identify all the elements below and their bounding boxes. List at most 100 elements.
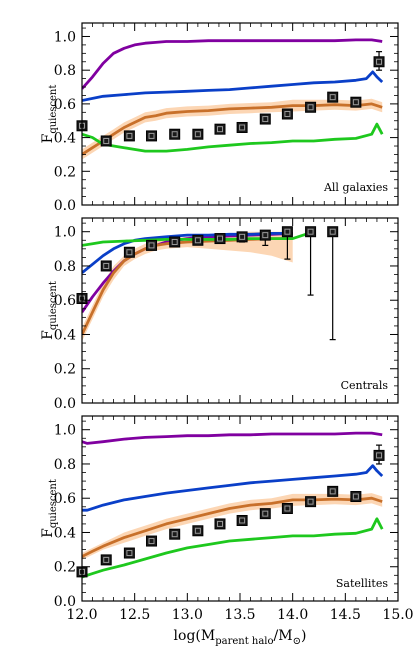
- panel-label: All galaxies: [323, 181, 388, 194]
- y-tick-label: 0.2: [54, 560, 76, 576]
- data-point-marker: [146, 130, 158, 142]
- panels: 0.0 0.2 0.4 0.6 0.8 1.0 Fquiescent All galaxies…: [40, 22, 399, 610]
- y-tick-label: 1.0: [54, 29, 76, 45]
- plot-area: [82, 230, 315, 342]
- data-point-inner: [171, 238, 178, 245]
- data-point-inner: [284, 228, 291, 235]
- panel-satellites: 0.0 0.2 0.4 0.6 0.8 1.0 Fquiescent Satellites: [40, 415, 399, 610]
- data-point-inner: [262, 510, 269, 517]
- y-tick-label: 0.8: [54, 63, 76, 79]
- data-point-inner: [262, 232, 269, 239]
- data-point-marker: [350, 491, 362, 503]
- data-point-marker: [327, 485, 339, 497]
- panel-frame: [81, 22, 399, 206]
- y-tick-label: 0.4: [54, 327, 76, 343]
- data-point-marker: [327, 226, 339, 238]
- panel-label: Satellites: [336, 577, 389, 590]
- x-tick-label: 13.0: [172, 607, 203, 623]
- panel-label: Centrals: [341, 379, 389, 392]
- data-point-marker: [169, 128, 181, 140]
- data-point-marker: [100, 260, 112, 272]
- data-point-inner: [329, 488, 336, 495]
- y-tick-label: 0.8: [54, 457, 76, 473]
- y-tick-label: 0.2: [54, 362, 76, 378]
- plot-area: [82, 38, 384, 160]
- data-point-marker: [281, 503, 293, 514]
- y-tick-label: 1.0: [54, 423, 76, 439]
- data-point-inner: [148, 538, 155, 545]
- y-tick-label: 0.8: [54, 259, 76, 275]
- data-points: [76, 226, 339, 341]
- y-tick-label: 0.2: [54, 164, 76, 180]
- data-point-marker: [192, 234, 204, 246]
- y-axis-title: Fquiescent: [40, 281, 59, 340]
- y-tick-label: 0.6: [54, 491, 76, 507]
- data-point-inner: [329, 228, 336, 235]
- y-tick-label: 0.0: [54, 396, 76, 412]
- y-tick-label: 0.0: [54, 594, 76, 610]
- y-tick-label: 0.4: [54, 525, 76, 541]
- x-axis: 12.0 12.5 13.0 13.5 14.0 14.5 15.0: [66, 607, 413, 623]
- data-point-marker: [305, 496, 317, 508]
- data-point-marker: [123, 246, 135, 258]
- data-point-inner: [216, 235, 223, 242]
- data-point-inner: [126, 249, 133, 256]
- y-axis: 0.0 0.2 0.4 0.6 0.8 1.0: [54, 222, 398, 412]
- data-point-marker: [350, 96, 362, 108]
- data-point-inner: [194, 131, 201, 138]
- x-tick-label: 13.5: [224, 607, 255, 623]
- series-line-green: [82, 122, 384, 153]
- data-point-marker: [214, 233, 226, 245]
- data-point-marker: [123, 547, 135, 559]
- data-point-inner: [239, 517, 246, 524]
- series-line-orange: [82, 496, 383, 558]
- series-line-purple: [82, 38, 383, 90]
- y-tick-label: 0.6: [54, 97, 76, 113]
- data-point-inner: [194, 237, 201, 244]
- series-band-orange: [82, 231, 293, 342]
- y-axis: 0.0 0.2 0.4 0.6 0.8 1.0: [54, 27, 398, 214]
- x-ticks: [81, 218, 399, 403]
- panel-all-galaxies: 0.0 0.2 0.4 0.6 0.8 1.0 Fquiescent All galaxies: [40, 22, 399, 214]
- y-axis-title: Fquiescent: [40, 479, 59, 538]
- data-point-marker: [214, 518, 226, 530]
- data-point-marker: [327, 91, 339, 103]
- data-point-inner: [239, 233, 246, 240]
- data-point-inner: [103, 262, 110, 269]
- data-point-inner: [307, 104, 314, 111]
- data-point-marker: [305, 226, 317, 238]
- x-tick-label: 15.0: [382, 607, 413, 623]
- data-point-inner: [376, 58, 383, 65]
- data-point-inner: [329, 94, 336, 101]
- data-point-marker: [236, 514, 248, 526]
- y-tick-label: 1.0: [54, 225, 76, 241]
- data-point-inner: [103, 556, 110, 563]
- data-point-marker: [259, 508, 271, 520]
- y-tick-label: 0.4: [54, 131, 76, 147]
- data-point-inner: [194, 527, 201, 534]
- data-point-inner: [103, 137, 110, 144]
- data-point-inner: [352, 493, 359, 500]
- x-tick-label: 14.0: [277, 607, 308, 623]
- data-point-inner: [216, 126, 223, 133]
- x-tick-label: 12.0: [66, 607, 97, 623]
- x-ticks: [81, 23, 399, 205]
- data-point-inner: [376, 452, 383, 459]
- data-point-inner: [352, 99, 359, 106]
- data-point-marker: [100, 554, 112, 566]
- data-point-marker: [259, 229, 271, 241]
- data-point-marker: [373, 56, 385, 68]
- data-point-inner: [284, 505, 291, 512]
- data-point-marker: [169, 236, 181, 248]
- x-axis-title: log(Mparent halo/M⊙): [174, 628, 307, 647]
- data-point-inner: [307, 228, 314, 235]
- panel-centrals: 0.0 0.2 0.4 0.6 0.8 1.0 Fquiescent Centrals: [40, 217, 399, 412]
- data-point-marker: [192, 525, 204, 537]
- data-point-inner: [171, 131, 178, 138]
- data-point-inner: [148, 132, 155, 139]
- series-line-green: [82, 230, 315, 247]
- data-point-inner: [216, 520, 223, 527]
- data-point-marker: [100, 135, 112, 147]
- data-point-inner: [126, 550, 133, 557]
